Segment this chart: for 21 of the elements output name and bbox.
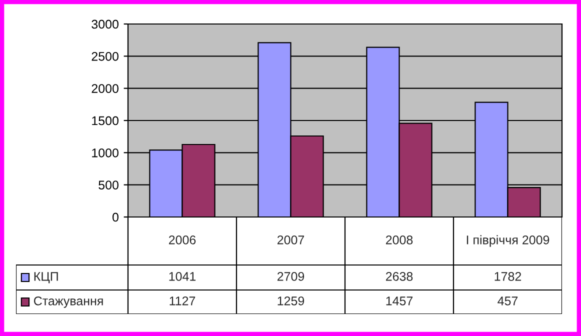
- legend-label: КЦП: [34, 272, 58, 284]
- y-tick-label: 1000: [92, 148, 118, 158]
- data-label: 2638: [386, 272, 413, 281]
- data-label: 1457: [386, 296, 413, 306]
- y-tick-label: 500: [98, 180, 118, 190]
- data-label: 1041: [169, 272, 196, 281]
- y-tick-label: 0: [112, 212, 118, 222]
- x-tick-label: 2007: [277, 236, 304, 244]
- x-tick-label: 2008: [386, 236, 413, 244]
- x-tick-label: І півріччя 2009: [466, 235, 550, 247]
- data-label: 1127: [170, 296, 196, 306]
- data-label: 1259: [278, 296, 304, 306]
- legend-label: Стажування: [34, 296, 103, 308]
- data-label: 457: [498, 296, 518, 306]
- y-tick-label: 2500: [92, 52, 118, 61]
- y-tick-label: 1500: [92, 116, 118, 126]
- y-tick-label: 2000: [92, 84, 118, 93]
- y-tick-label: 3000: [92, 20, 118, 29]
- data-label: 2709: [277, 272, 304, 281]
- data-label: 1782: [494, 272, 522, 281]
- x-tick-label: 2006: [168, 236, 196, 244]
